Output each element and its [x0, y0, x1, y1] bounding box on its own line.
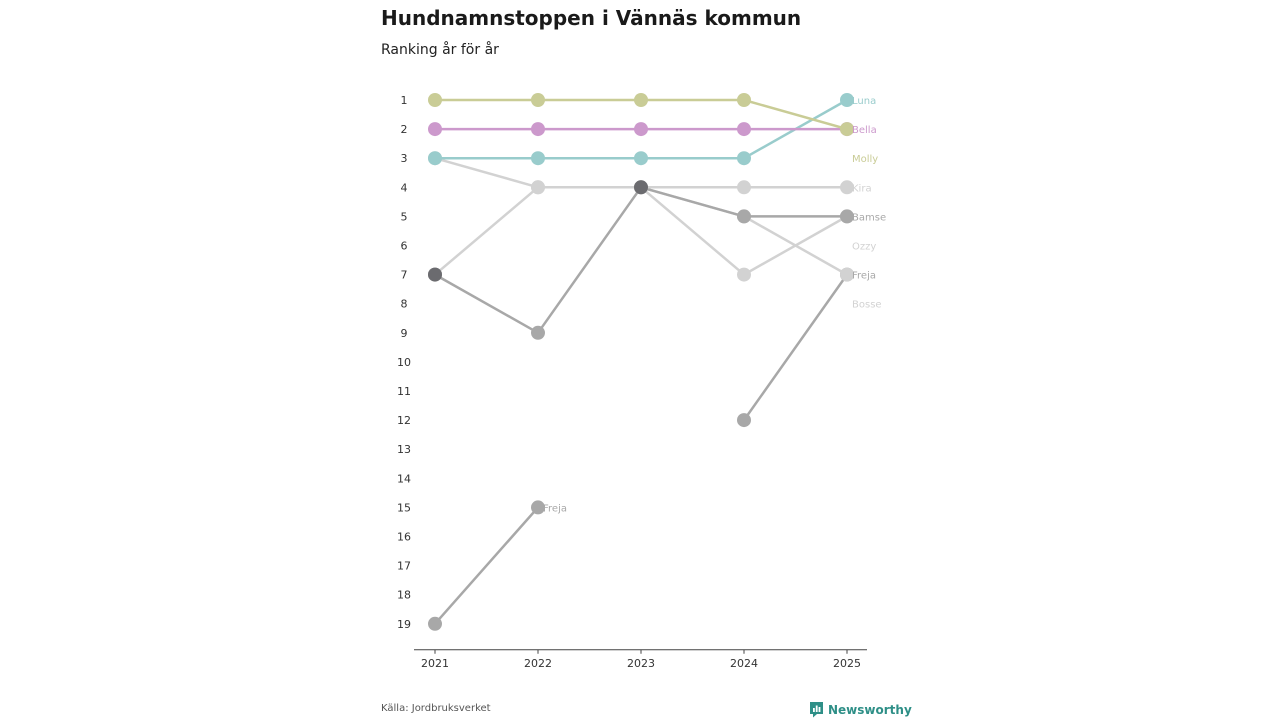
brand-logo: Newsworthy: [809, 701, 912, 718]
series-point-bella: [737, 122, 751, 137]
end-label-bamse: Bamse: [852, 212, 886, 223]
y-tick-label: 7: [401, 269, 408, 282]
y-tick-label: 16: [397, 531, 411, 544]
series-point-ozzy: [737, 267, 751, 282]
end-label-bosse: Bosse: [852, 300, 882, 311]
x-tick-label: 2023: [627, 657, 655, 670]
end-label-freja: Freja: [852, 271, 876, 282]
y-tick-label: 2: [401, 123, 408, 136]
highlight-point: [428, 267, 442, 282]
series-point-molly: [428, 93, 442, 107]
y-tick-label: 11: [397, 385, 411, 398]
series-point-bamse: [840, 209, 854, 224]
end-label-ozzy: Ozzy: [852, 242, 876, 253]
x-tick-label: 2021: [421, 657, 449, 670]
inline-label-freja: Freja: [543, 503, 567, 514]
end-label-kira: Kira: [852, 183, 872, 194]
series-line-bosse: [742, 273, 849, 422]
y-tick-label: 4: [401, 181, 408, 194]
y-tick-label: 8: [401, 298, 408, 311]
series-point-freja: [531, 500, 545, 515]
series-point-bella: [428, 122, 442, 137]
y-tick-label: 17: [397, 560, 411, 573]
series-point-molly: [840, 122, 854, 137]
series-point-luna: [840, 93, 854, 107]
series-point-molly: [634, 93, 648, 107]
y-tick-label: 12: [397, 414, 411, 427]
series-point-molly: [531, 93, 545, 107]
series-point-luna: [634, 151, 648, 166]
chart-title: Hundnamnstoppen i Vännäs kommun: [381, 6, 802, 30]
series-point-kira: [531, 180, 545, 195]
brand-name: Newsworthy: [828, 702, 912, 717]
x-tick-label: 2024: [730, 657, 758, 670]
end-label-bella: Bella: [852, 125, 877, 136]
x-tick-label: 2025: [833, 657, 861, 670]
y-tick-label: 13: [397, 443, 411, 456]
source-note: Källa: Jordbruksverket: [381, 703, 491, 714]
series-point-bella: [531, 122, 545, 137]
series-line-ozzy: [433, 186, 849, 276]
series-point-freja: [428, 616, 442, 631]
series-point-freja: [840, 267, 854, 282]
series-point-molly: [737, 93, 751, 107]
highlight-point: [634, 180, 648, 195]
end-label-luna: Luna: [852, 96, 876, 107]
series-point-bamse: [531, 325, 545, 340]
y-tick-label: 6: [401, 240, 408, 253]
y-tick-label: 5: [401, 210, 408, 223]
y-tick-label: 3: [401, 152, 408, 165]
series-point-bamse: [737, 209, 751, 224]
series-point-luna: [531, 151, 545, 166]
y-tick-label: 18: [397, 589, 411, 602]
series-line-bamse: [433, 186, 849, 335]
y-tick-label: 19: [397, 618, 411, 631]
series-point-kira: [840, 180, 854, 195]
series-point-kira: [737, 180, 751, 195]
y-tick-label: 15: [397, 501, 411, 514]
series-line-freja: [433, 506, 540, 626]
end-label-molly: Molly: [852, 154, 878, 165]
series-line-freja: [639, 186, 849, 276]
series-point-bella: [634, 122, 648, 137]
newsworthy-icon: [810, 702, 823, 718]
chart-subtitle: Ranking år för år: [381, 42, 499, 58]
y-tick-label: 1: [401, 94, 408, 107]
y-tick-label: 10: [397, 356, 411, 369]
series-point-luna: [737, 151, 751, 166]
series-point-bosse: [737, 413, 751, 428]
x-tick-label: 2022: [524, 657, 552, 670]
y-tick-label: 14: [397, 472, 411, 485]
y-tick-label: 9: [401, 327, 408, 340]
series-point-luna: [428, 151, 442, 166]
